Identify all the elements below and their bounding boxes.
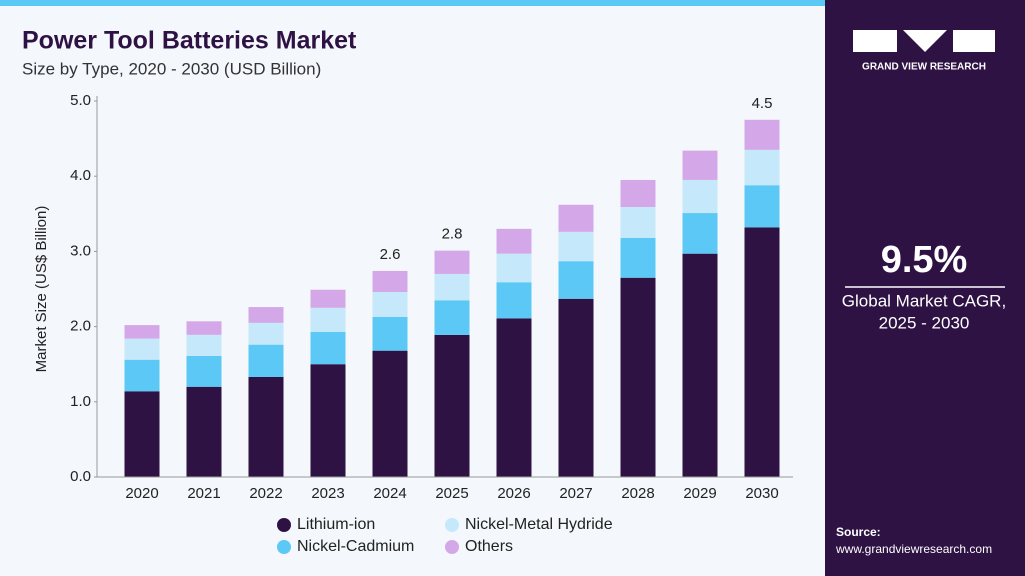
logo-block (953, 30, 995, 52)
cagr-label: Global Market CAGR, (842, 291, 1006, 310)
logo (853, 30, 995, 52)
y-tick-label: 5.0 (70, 92, 91, 109)
bar-segment (124, 359, 160, 392)
bar-segment (248, 322, 284, 345)
y-axis-title: Market Size (US$ Billion) (33, 206, 50, 373)
bar-segment (124, 325, 160, 339)
y-tick-label: 2.0 (70, 318, 91, 335)
bar-segment (744, 149, 780, 186)
bar-segment (496, 253, 532, 283)
x-tick-label: 2027 (559, 485, 592, 502)
bar-segment (434, 250, 470, 274)
bar-segment (372, 316, 408, 351)
x-tick-label: 2024 (373, 485, 406, 502)
source-label: Source: (836, 525, 881, 539)
bar-segment (248, 344, 284, 377)
bar-segment (124, 391, 160, 477)
chart-subtitle: Size by Type, 2020 - 2030 (USD Billion) (22, 59, 321, 78)
bar-segment (744, 227, 780, 477)
bar-segment (124, 338, 160, 360)
bar-segment (310, 331, 346, 365)
legend-label: Lithium-ion (297, 516, 375, 533)
bar-segment (558, 231, 594, 262)
bar-segment (620, 237, 656, 278)
legend-label: Nickel-Metal Hydride (465, 516, 613, 533)
bar-segment (434, 273, 470, 301)
bar-segment (558, 298, 594, 477)
bar-segment (496, 318, 532, 477)
x-tick-label: 2030 (745, 485, 778, 502)
bar-segment (682, 253, 718, 477)
legend-marker (277, 518, 291, 532)
y-tick-label: 3.0 (70, 242, 91, 259)
bar-segment (744, 185, 780, 228)
y-tick-label: 4.0 (70, 167, 91, 184)
cagr-label: 2025 - 2030 (879, 313, 970, 332)
bar-segment (558, 204, 594, 232)
logo-block (903, 30, 947, 52)
brand: GRAND VIEW RESEARCH (862, 62, 986, 73)
bar-segment (248, 307, 284, 323)
top-accent (0, 0, 825, 6)
x-tick-label: 2020 (125, 485, 158, 502)
x-tick-label: 2026 (497, 485, 530, 502)
bar-segment (620, 277, 656, 477)
legend-label: Nickel-Cadmium (297, 538, 414, 555)
bar-segment (248, 376, 284, 477)
bar-segment (186, 321, 222, 335)
bar-segment (558, 261, 594, 299)
bar-segment (186, 386, 222, 477)
bar-segment (310, 364, 346, 477)
bar-segment (434, 300, 470, 335)
y-tick-label: 0.0 (70, 468, 91, 485)
chart-title: Power Tool Batteries Market (22, 27, 357, 55)
x-tick-label: 2022 (249, 485, 282, 502)
bar-segment (682, 150, 718, 180)
total-label: 2.8 (442, 226, 463, 243)
bar-segment (682, 179, 718, 214)
bar-segment (434, 334, 470, 477)
bar-segment (620, 207, 656, 238)
bar-segment (372, 292, 408, 317)
bar-segment (186, 355, 222, 387)
bar-segment (496, 282, 532, 319)
x-tick-label: 2028 (621, 485, 654, 502)
bar-segment (620, 179, 656, 208)
logo-block (853, 30, 897, 52)
bar-segment (682, 213, 718, 254)
legend-label: Others (465, 538, 513, 555)
x-tick-label: 2023 (311, 485, 344, 502)
bar-segment (744, 119, 780, 150)
x-tick-label: 2021 (187, 485, 220, 502)
legend-marker (277, 540, 291, 554)
total-label: 4.5 (752, 95, 773, 112)
x-tick-label: 2029 (683, 485, 716, 502)
bar-segment (372, 270, 408, 293)
y-tick-label: 1.0 (70, 393, 91, 410)
bar-segment (496, 228, 532, 254)
x-tick-label: 2025 (435, 485, 468, 502)
cagr-value: 9.5% (881, 239, 968, 281)
bar-segment (310, 289, 346, 308)
legend-marker (445, 540, 459, 554)
source-url: www.grandviewresearch.com (835, 542, 992, 556)
legend-marker (445, 518, 459, 532)
sidebar (825, 0, 1025, 576)
bar-segment (186, 334, 222, 356)
bar-segment (372, 350, 408, 477)
total-label: 2.6 (380, 246, 401, 263)
bar-segment (310, 307, 346, 332)
